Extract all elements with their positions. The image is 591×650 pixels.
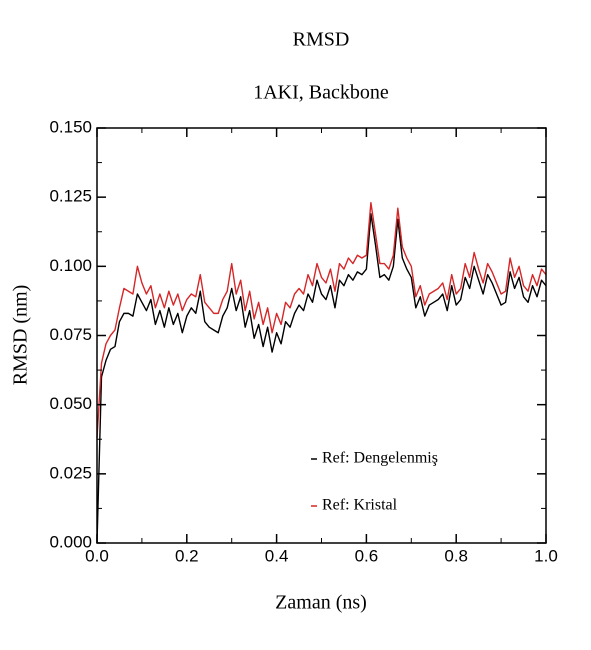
y-tick-label: 0.075 [49,325,92,344]
x-tick-label: 1.0 [534,546,558,565]
y-tick-label: 0.150 [49,117,92,136]
series-line [96,202,547,438]
legend-label: Ref: Kristal [322,497,398,514]
y-axis-label: RMSD (nm) [10,285,32,386]
y-tick-label: 0.100 [49,256,92,275]
x-tick-label: 0.2 [175,546,199,565]
y-tick-label: 0.125 [49,187,92,206]
series-line [96,213,547,544]
y-tick-label: 0.025 [49,463,92,482]
y-tick-label: 0.050 [49,394,92,413]
chart-subtitle: 1AKI, Backbone [253,82,389,104]
x-tick-label: 0.0 [85,546,109,565]
plot-frame [96,127,547,544]
x-tick-label: 0.4 [265,546,289,565]
y-tick-label: 0.000 [49,532,92,551]
chart-title: RMSD [293,29,350,51]
x-tick-label: 0.8 [444,546,468,565]
x-axis-label: Zaman (ns) [275,592,367,614]
legend-label: Ref: Dengelenmiş [322,450,438,467]
x-tick-label: 0.6 [355,546,379,565]
